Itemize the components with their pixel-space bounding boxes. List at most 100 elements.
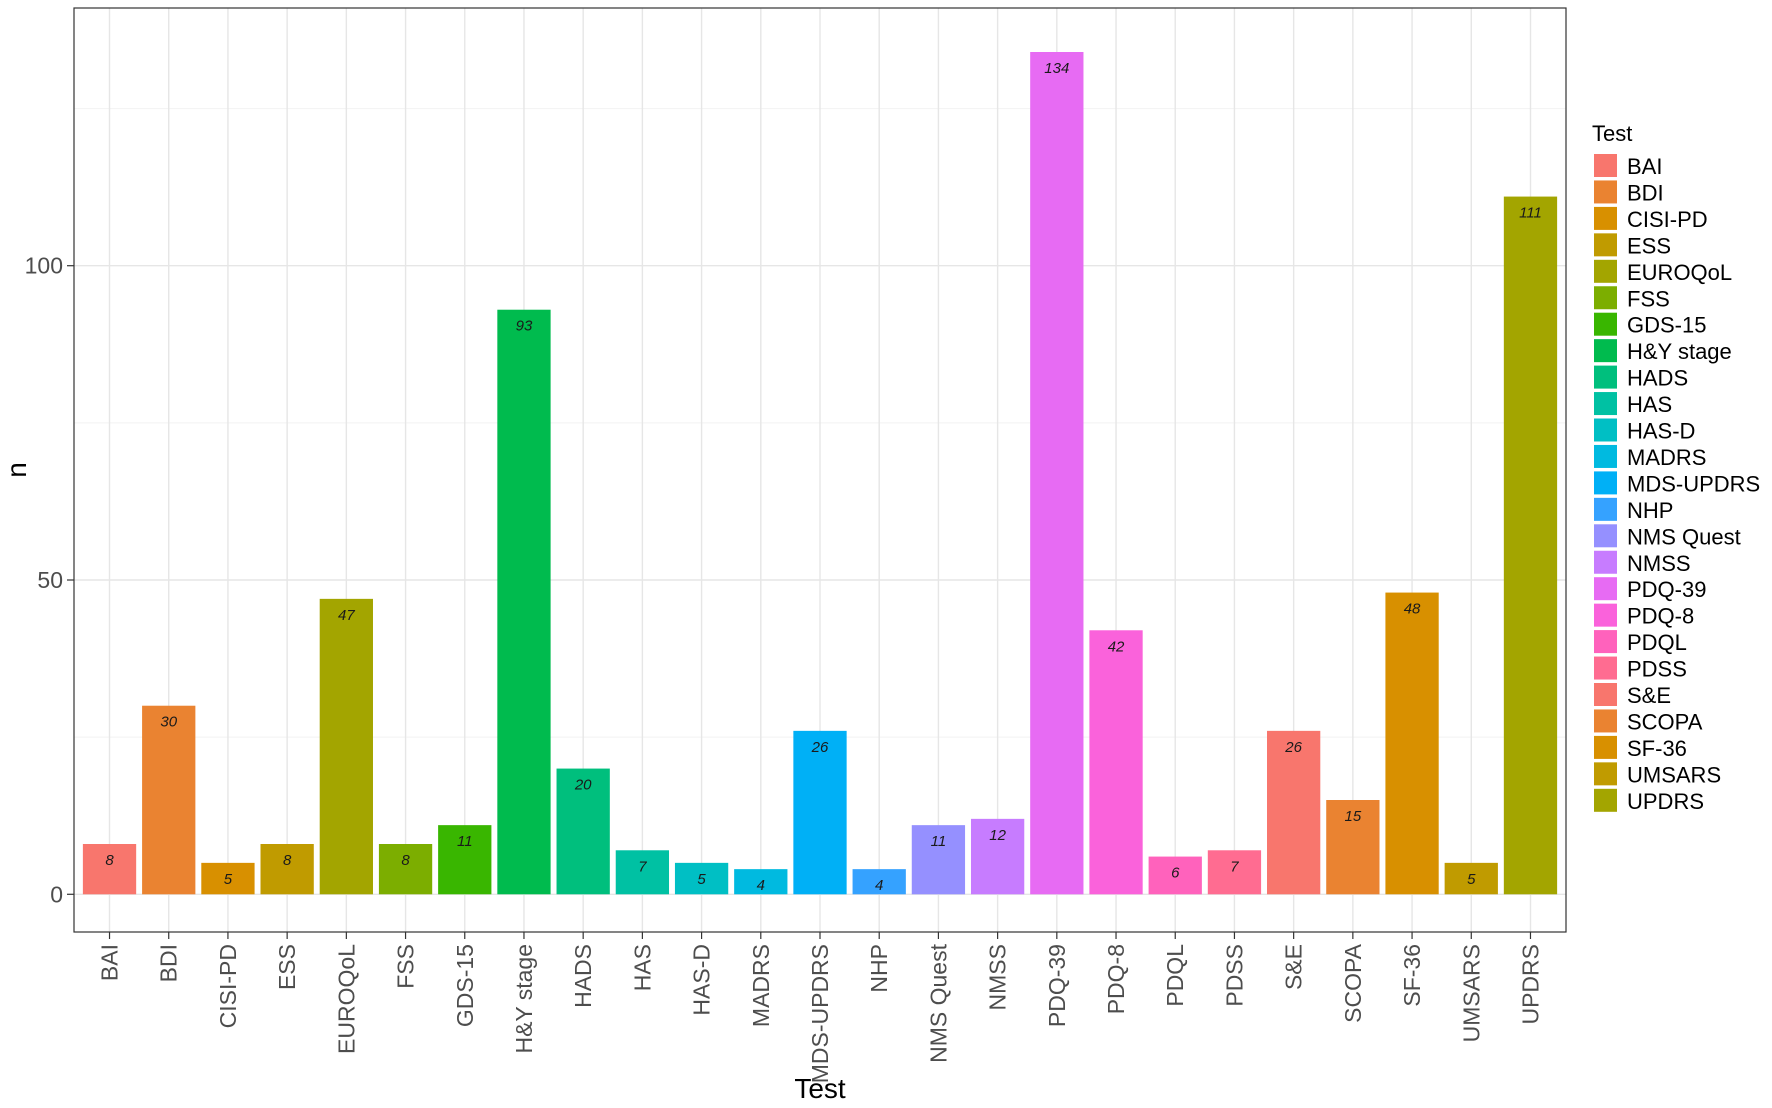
data-label: 15: [1345, 808, 1362, 825]
legend-key: [1594, 788, 1617, 812]
legend-key: [1594, 365, 1617, 389]
data-label: 20: [574, 777, 592, 794]
legend-entry: FSS: [1627, 286, 1670, 311]
legend-entry: BAI: [1627, 154, 1662, 179]
data-label: 8: [283, 852, 292, 869]
data-label: 111: [1519, 205, 1542, 222]
legend-key: [1594, 206, 1617, 230]
x-tick-label: UPDRS: [1517, 944, 1543, 1025]
legend-entry: MADRS: [1627, 445, 1706, 470]
x-tick-label: MADRS: [748, 944, 774, 1027]
legend-entry: UMSARS: [1627, 762, 1721, 787]
legend-entry: H&Y stage: [1627, 339, 1732, 364]
data-label: 7: [1230, 858, 1239, 875]
data-label: 93: [516, 318, 533, 335]
x-tick-label: HAS-D: [689, 944, 715, 1016]
legend-key: [1594, 762, 1617, 786]
legend-entry: HAS-D: [1627, 419, 1695, 444]
legend-title: Test: [1592, 121, 1632, 146]
bar-s-e: [1267, 730, 1321, 895]
bar-fss: [378, 844, 433, 895]
legend-entry: NHP: [1627, 498, 1673, 523]
data-label: 48: [1404, 601, 1421, 618]
bar-nmss: [970, 818, 1025, 895]
bars: [82, 52, 1558, 895]
legend-entry: PDQ-8: [1627, 604, 1694, 629]
data-label: 6: [1171, 865, 1180, 882]
legend-key: [1594, 418, 1617, 442]
x-tick-label: FSS: [393, 944, 419, 989]
legend-key: [1594, 233, 1617, 257]
legend-key: [1594, 471, 1617, 495]
data-label: 5: [224, 871, 233, 888]
legend-key: [1594, 497, 1617, 521]
legend-entry: ESS: [1627, 233, 1671, 258]
y-axis-ticks: 0 50 100: [25, 253, 74, 907]
data-label: 4: [757, 877, 765, 894]
data-label: 5: [1467, 871, 1476, 888]
legend-entry: NMS Quest: [1627, 524, 1741, 549]
legend-entry: HADS: [1627, 366, 1688, 391]
bar-has: [615, 850, 670, 895]
x-tick-label: NMS Quest: [925, 943, 951, 1062]
data-label: 26: [1284, 739, 1302, 756]
bar-pdss: [1207, 850, 1262, 895]
legend-key: [1594, 392, 1617, 416]
legend-entry: CISI-PD: [1627, 207, 1708, 232]
x-tick-label: ESS: [274, 944, 300, 990]
x-tick-label: EUROQoL: [333, 944, 359, 1054]
data-label: 4: [875, 877, 883, 894]
data-label: 12: [989, 827, 1006, 844]
legend: Test BAIBDICISI-PDESSEUROQoLFSSGDS-15H&Y…: [1592, 121, 1760, 814]
x-tick-label: HAS: [629, 944, 655, 991]
legend-key: [1594, 683, 1617, 706]
x-tick-label: HADS: [570, 944, 596, 1008]
legend-key: [1594, 444, 1617, 468]
bar-mds-updrs: [793, 730, 847, 895]
data-label: 11: [457, 833, 473, 850]
data-label: 11: [931, 833, 947, 850]
legend-key: [1594, 312, 1617, 336]
bar-sf-36: [1385, 592, 1439, 895]
legend-key: [1594, 259, 1617, 283]
legend-key: [1594, 709, 1617, 733]
bar-ess: [260, 844, 314, 895]
legend-key: [1594, 603, 1617, 627]
bar-cisi-pd: [201, 862, 255, 895]
x-tick-label: S&E: [1281, 944, 1307, 990]
legend-entry: GDS-15: [1627, 313, 1706, 338]
legend-key: [1594, 656, 1617, 680]
x-tick-label: H&Y stage: [511, 944, 537, 1054]
legend-entry: MDS-UPDRS: [1627, 471, 1760, 496]
bar-pdq-8: [1089, 630, 1143, 895]
y-tick-label: 100: [25, 253, 63, 279]
legend-entry: PDQL: [1627, 630, 1687, 655]
x-tick-label: UMSARS: [1458, 944, 1484, 1042]
bar-nms-quest: [911, 825, 966, 895]
bar-bai: [82, 844, 137, 895]
legend-entry: EUROQoL: [1627, 260, 1732, 285]
x-tick-label: BDI: [156, 944, 182, 982]
data-label: 5: [697, 871, 706, 888]
x-axis-ticks: BAI BDI CISI-PD ESS EUROQoL FSS GDS-15 H&Y stag…: [97, 932, 1543, 1083]
x-tick-label: BAI: [97, 944, 123, 981]
bar-has-d: [674, 862, 729, 895]
data-label: 8: [105, 852, 114, 869]
legend-key: [1594, 577, 1617, 601]
data-label: 30: [160, 714, 177, 731]
bar-pdql: [1148, 856, 1202, 895]
x-tick-label: PDQ-39: [1044, 944, 1070, 1027]
data-label: 134: [1044, 60, 1069, 77]
legend-key: [1594, 524, 1617, 548]
legend-key: [1594, 286, 1617, 310]
x-tick-label: NMSS: [985, 944, 1011, 1010]
x-tick-label: PDSS: [1221, 944, 1247, 1007]
legend-entry: NMSS: [1627, 551, 1691, 576]
legend-key: [1594, 154, 1617, 177]
y-tick-label: 50: [37, 567, 63, 593]
x-tick-label: NHP: [866, 944, 892, 993]
x-tick-label: SF-36: [1399, 944, 1425, 1007]
bar-scopa: [1326, 800, 1380, 895]
